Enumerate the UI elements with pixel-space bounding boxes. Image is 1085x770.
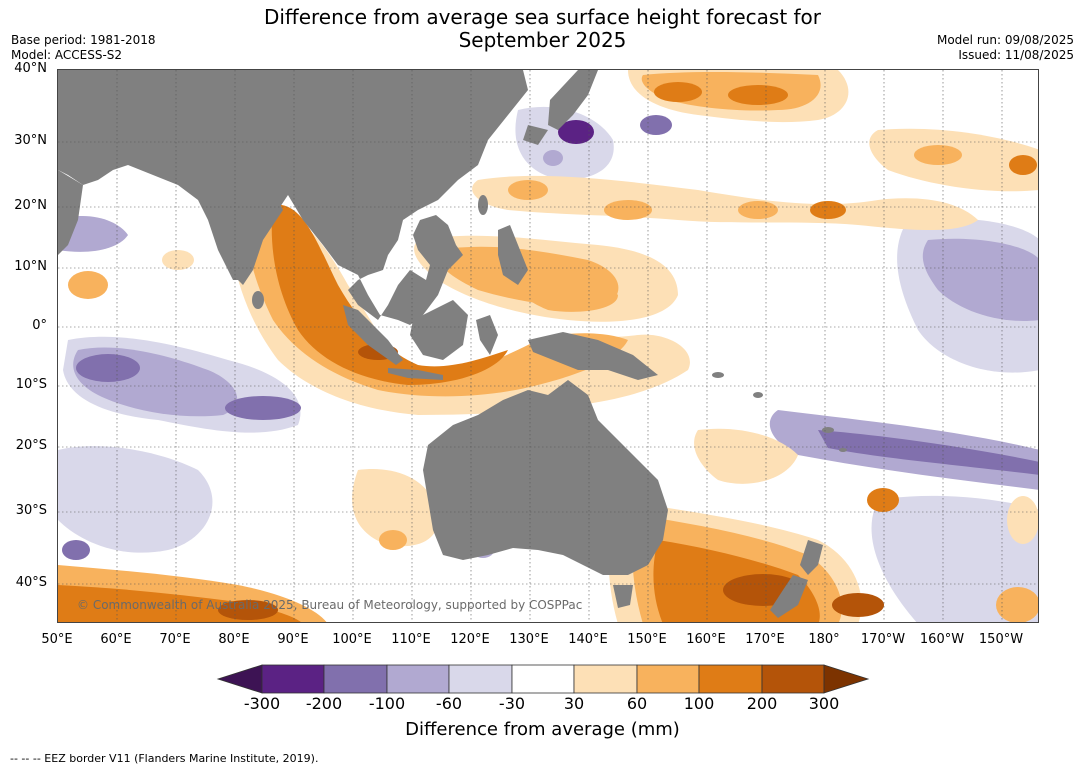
colorbar-segment-3 — [386, 664, 450, 694]
lat-label-10n: 10°N — [14, 259, 47, 274]
colorbar-label: 60 — [626, 694, 648, 713]
sea-surface-height-map — [57, 69, 1039, 623]
colorbar-label: -200 — [305, 694, 343, 713]
lon-label-60e: 60°E — [100, 632, 132, 647]
colorbar-label: -100 — [368, 694, 406, 713]
copyright-notice: © Commonwealth of Australia 2025, Bureau… — [77, 598, 583, 612]
lon-label-50e: 50°E — [41, 632, 73, 647]
lat-label-20n: 20°N — [14, 198, 47, 213]
lon-label-130e: 130°E — [509, 632, 549, 647]
issued-text: Issued: 11/08/2025 — [958, 48, 1074, 62]
lat-label-30n: 30°N — [14, 133, 47, 148]
colorbar — [216, 664, 870, 694]
lon-label-150w: 150°W — [978, 632, 1024, 647]
model-text: Model: ACCESS-S2 — [11, 48, 123, 62]
colorbar-segment-5 — [511, 664, 575, 694]
lat-label-40n: 40°N — [14, 61, 47, 76]
map-title-line1: Difference from average sea surface heig… — [263, 5, 822, 29]
colorbar-segment-9 — [761, 664, 825, 694]
colorbar-label: -300 — [243, 694, 281, 713]
colorbar-label: 30 — [563, 694, 585, 713]
colorbar-label: -60 — [435, 694, 463, 713]
graticule — [58, 70, 1038, 622]
colorbar-segment-7 — [636, 664, 700, 694]
base-period-text: Base period: 1981-2018 — [11, 33, 156, 47]
land-masses — [58, 70, 847, 618]
lon-label-70e: 70°E — [159, 632, 191, 647]
lat-label-30s: 30°S — [15, 503, 47, 518]
colorbar-segment-1 — [261, 664, 325, 694]
lon-label-180: 180° — [808, 632, 840, 647]
lon-label-140e: 140°E — [568, 632, 608, 647]
lon-label-160e: 160°E — [686, 632, 726, 647]
colorbar-label: 100 — [683, 694, 715, 713]
lon-label-170w: 170°W — [860, 632, 906, 647]
model-run-text: Model run: 09/08/2025 — [936, 33, 1074, 47]
colorbar-segment-8 — [698, 664, 763, 694]
map-title-line2: September 2025 — [458, 28, 627, 52]
lat-label-20s: 20°S — [15, 438, 47, 453]
lat-label-40s: 40°S — [15, 575, 47, 590]
colorbar-segment-2 — [323, 664, 388, 694]
colorbar-label: 200 — [746, 694, 778, 713]
map-canvas — [58, 70, 1038, 622]
colorbar-label: -30 — [498, 694, 526, 713]
colorbar-label: 300 — [808, 694, 840, 713]
lon-label-120e: 120°E — [450, 632, 490, 647]
lon-label-150e: 150°E — [627, 632, 667, 647]
colorbar-title: Difference from average (mm) — [405, 719, 680, 740]
colorbar-segment-6 — [573, 664, 638, 694]
eez-footnote: -- -- -- EEZ border V11 (Flanders Marine… — [10, 752, 319, 765]
lon-label-100e: 100°E — [332, 632, 372, 647]
lon-label-170e: 170°E — [745, 632, 785, 647]
colorbar-segment-4 — [448, 664, 513, 694]
lat-label-0: 0° — [32, 318, 47, 333]
lat-label-10s: 10°S — [15, 377, 47, 392]
lon-label-160w: 160°W — [919, 632, 965, 647]
lon-label-80e: 80°E — [218, 632, 250, 647]
colorbar-arrow-low — [216, 664, 263, 694]
lon-label-90e: 90°E — [277, 632, 309, 647]
lon-label-110e: 110°E — [391, 632, 431, 647]
colorbar-arrow-high — [823, 664, 870, 694]
